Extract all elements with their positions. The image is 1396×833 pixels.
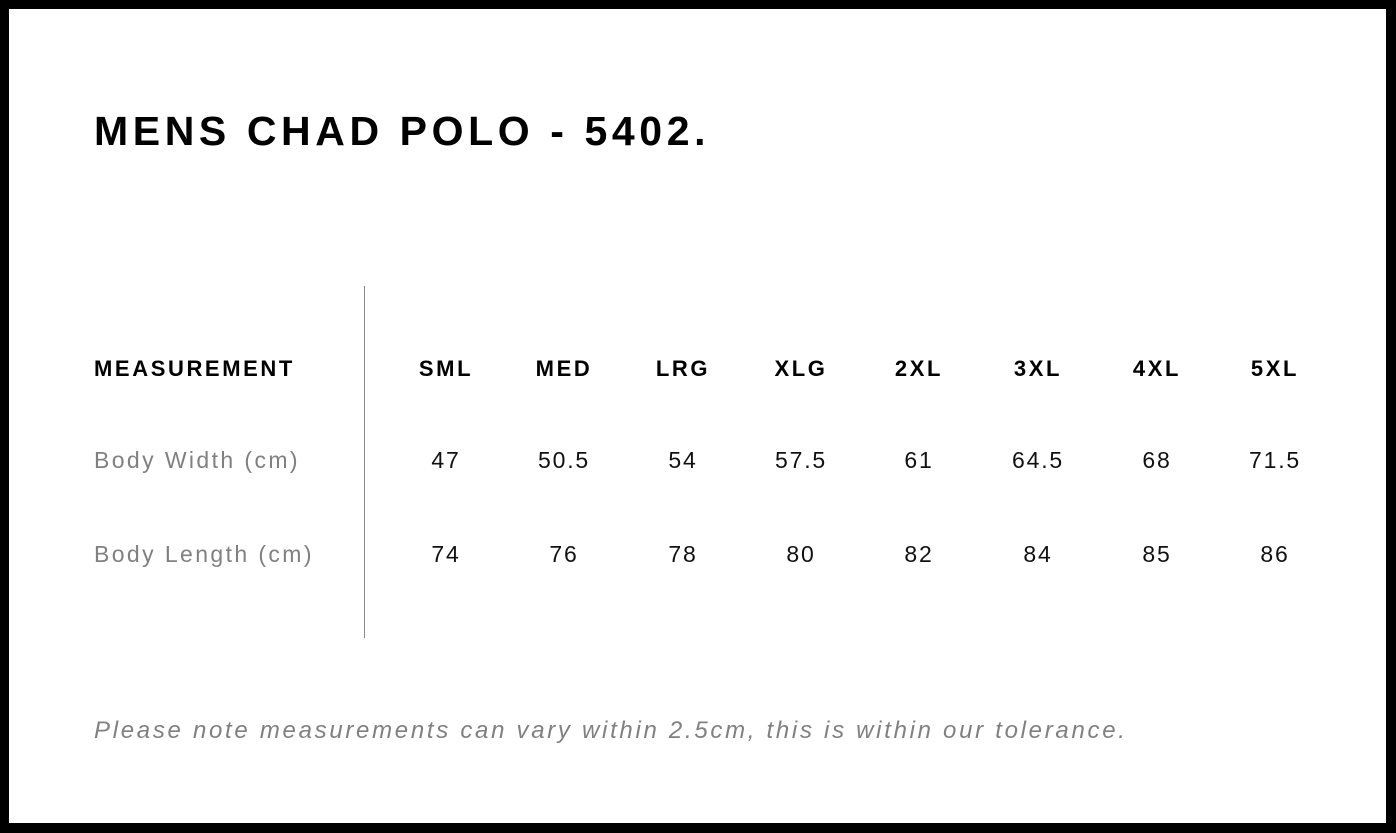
size-header: SML	[418, 356, 474, 381]
tolerance-note: Please note measurements can vary within…	[94, 717, 1128, 744]
size-header: XLG	[774, 356, 828, 381]
size-header: 3XL	[1013, 356, 1063, 381]
body-length-value: 85	[1142, 541, 1172, 567]
body-width-value: 68	[1142, 447, 1172, 473]
body-length-value: 76	[549, 541, 579, 567]
column-divider	[364, 286, 365, 638]
size-header: 2XL	[894, 356, 944, 381]
body-width-value: 50.5	[538, 447, 590, 473]
size-header: MED	[535, 356, 593, 381]
body-length-value: 78	[668, 541, 698, 567]
body-width-value: 61	[904, 447, 934, 473]
body-width-value: 57.5	[775, 447, 827, 473]
body-length-value: 80	[786, 541, 816, 567]
page-title: MENS CHAD POLO - 5402.	[94, 108, 711, 154]
size-header: 5XL	[1250, 356, 1300, 381]
body-width-value: 47	[431, 447, 461, 473]
body-length-value: 82	[904, 541, 934, 567]
row-label-body-width: Body Width (cm)	[94, 447, 300, 473]
body-width-value: 64.5	[1012, 447, 1064, 473]
body-width-value: 71.5	[1249, 447, 1301, 473]
body-length-value: 84	[1023, 541, 1053, 567]
body-length-value: 74	[431, 541, 461, 567]
body-length-value: 86	[1260, 541, 1290, 567]
measurement-header: MEASUREMENT	[94, 356, 295, 381]
body-width-value: 54	[668, 447, 698, 473]
row-label-body-length: Body Length (cm)	[94, 541, 314, 567]
size-header: 4XL	[1132, 356, 1182, 381]
size-header: LRG	[655, 356, 711, 381]
